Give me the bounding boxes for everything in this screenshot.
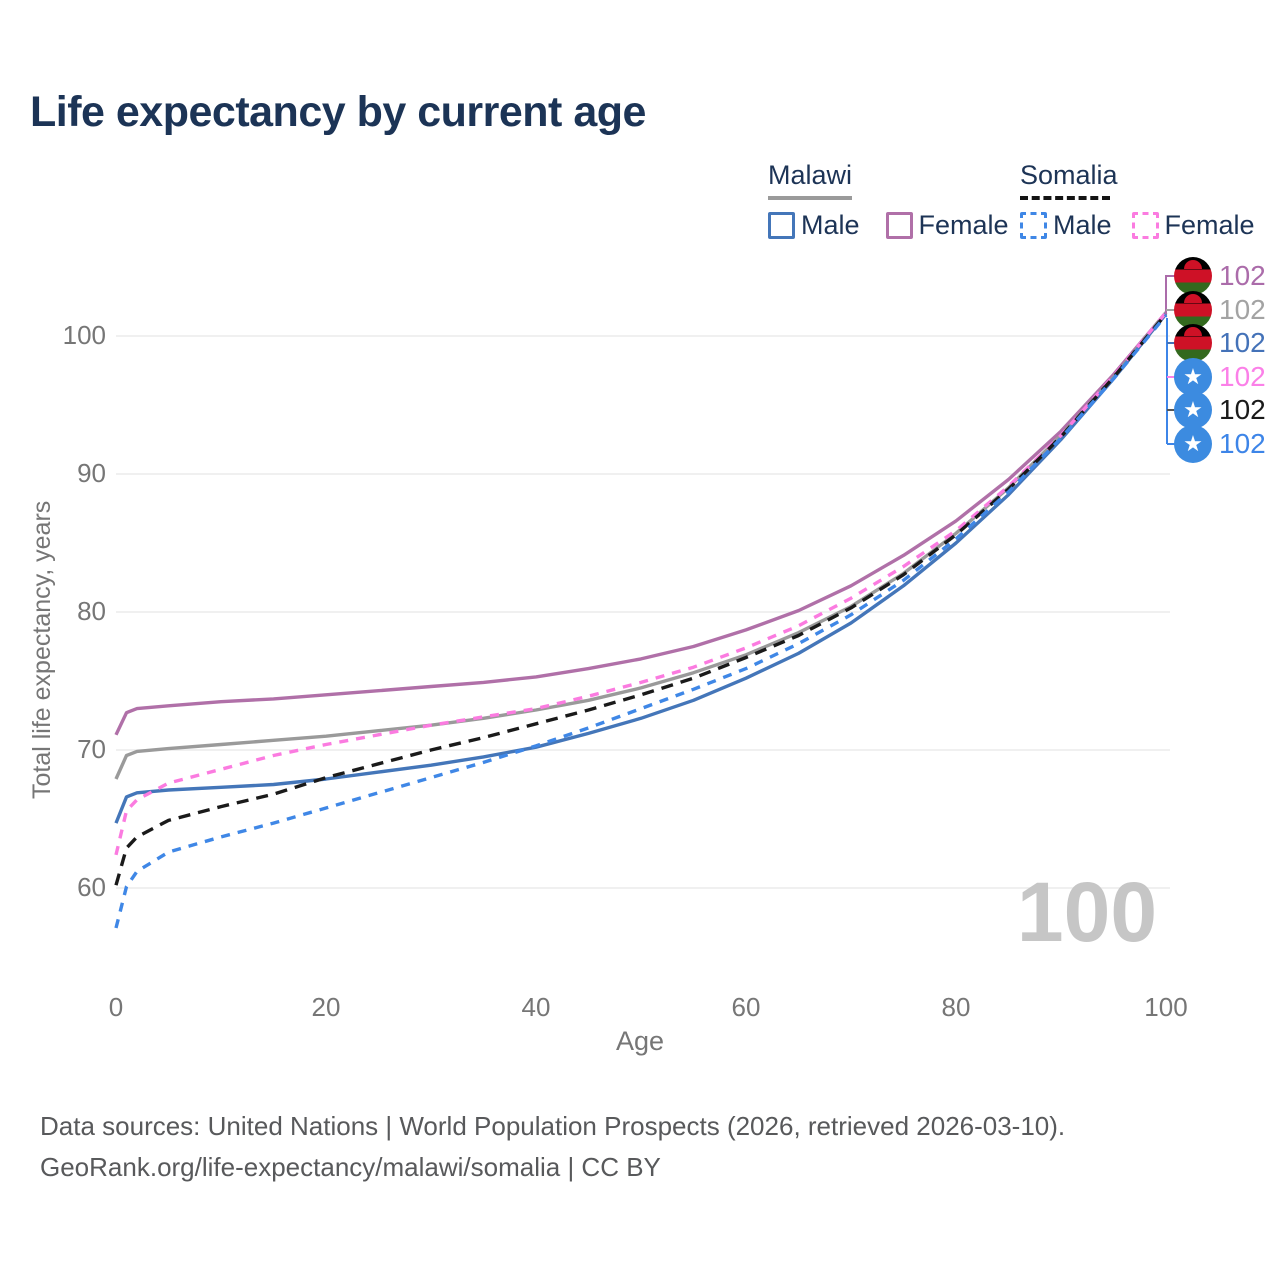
age-watermark: 100 [1016, 865, 1158, 959]
legend-linestyle-somalia [1020, 196, 1110, 200]
end-label-row-somalia-female: 102 [1174, 358, 1266, 396]
end-label-row-malawi-male: 102 [1174, 324, 1266, 362]
end-label-row-somalia-male: 102 [1174, 425, 1266, 463]
page-title: Life expectancy by current age [30, 88, 646, 136]
y-tick-60: 60 [77, 872, 106, 902]
end-value-malawi-female: 102 [1219, 260, 1266, 291]
series-line-malawi-both-sexes [114, 311, 1168, 780]
x-tick-20: 20 [311, 992, 341, 1022]
x-tick-100: 100 [1144, 992, 1188, 1022]
legend-linestyle-malawi [768, 196, 852, 200]
y-axis-title: Total life expectancy, years [28, 500, 56, 800]
malawi-flag-icon [1174, 324, 1212, 362]
series-line-somalia-both-sexes [114, 312, 1168, 886]
series-line-malawi-male [114, 312, 1168, 824]
series-line-somalia-male [114, 314, 1168, 929]
legend-toggle-somalia-female[interactable]: Female [1131, 210, 1255, 241]
end-value-malawi-both-sexes: 102 [1219, 294, 1266, 325]
legend-label-somalia-female: Female [1164, 210, 1255, 240]
series-line-malawi-female [114, 311, 1168, 736]
legend-items-somalia: Male Female [1020, 210, 1255, 241]
malawi-flag-icon [1174, 257, 1212, 295]
legend-country-malawi: Malawi [768, 160, 853, 190]
legend-country-somalia: Somalia [1020, 160, 1118, 190]
y-tick-90: 90 [77, 458, 106, 488]
legend-label-malawi-female: Female [918, 210, 1009, 240]
legend-swatch-somalia-male [1020, 212, 1047, 239]
x-tick-60: 60 [731, 992, 761, 1022]
end-value-somalia-male: 102 [1219, 428, 1266, 459]
legend-swatch-malawi-male [768, 212, 795, 239]
legend-items-malawi: Male Female [768, 210, 1009, 241]
legend-toggle-somalia-male[interactable]: Male [1020, 210, 1112, 241]
legend-group-malawi: Malawi Male Female [768, 160, 1009, 241]
y-tick-100: 100 [62, 320, 106, 350]
x-tick-40: 40 [521, 992, 551, 1022]
end-label-row-malawi-both-sexes: 102 [1174, 291, 1266, 329]
end-label-row-somalia-both-sexes: 102 [1174, 391, 1266, 429]
legend-swatch-somalia-female [1131, 212, 1159, 239]
footer-source-line: Data sources: United Nations | World Pop… [40, 1111, 1066, 1141]
footer-attribution-line: GeoRank.org/life-expectancy/malawi/somal… [40, 1152, 661, 1182]
legend-label-somalia-male: Male [1053, 210, 1112, 240]
legend-label-malawi-male: Male [801, 210, 860, 240]
footer: Data sources: United Nations | World Pop… [40, 1106, 1065, 1188]
end-value-somalia-female: 102 [1219, 361, 1266, 392]
x-axis-title: Age [615, 1026, 665, 1056]
somalia-flag-icon [1174, 358, 1212, 396]
legend-toggle-malawi-male[interactable]: Male [768, 210, 860, 241]
end-label-row-malawi-female: 102 [1174, 257, 1266, 295]
y-tick-70: 70 [77, 734, 106, 764]
somalia-flag-icon [1174, 391, 1212, 429]
x-tick-80: 80 [941, 992, 971, 1022]
end-value-malawi-male: 102 [1219, 327, 1266, 358]
somalia-flag-icon [1174, 425, 1212, 463]
legend-toggle-malawi-female[interactable]: Female [885, 210, 1009, 241]
legend-group-somalia: Somalia Male Female [1020, 160, 1255, 241]
end-value-somalia-both-sexes: 102 [1219, 394, 1266, 425]
legend-swatch-malawi-female [885, 212, 913, 239]
malawi-flag-icon [1174, 291, 1212, 329]
x-tick-0: 0 [108, 992, 124, 1022]
y-tick-80: 80 [77, 596, 106, 626]
series-line-somalia-female [114, 311, 1168, 856]
